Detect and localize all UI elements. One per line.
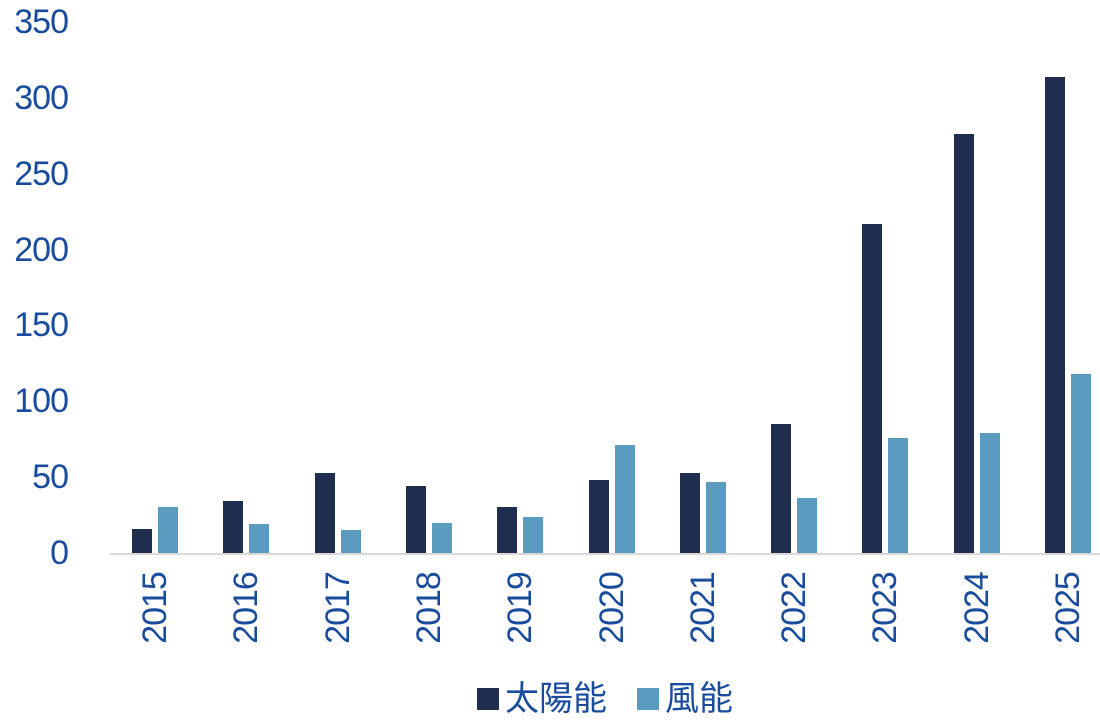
x-axis-label-2018: 2018 [409, 572, 448, 644]
x-axis-label-2024: 2024 [957, 572, 996, 644]
x-axis-label-2017: 2017 [318, 572, 357, 644]
legend: 太陽能 風能 [110, 678, 1100, 720]
legend-item-wind: 風能 [637, 680, 733, 718]
bar-wind-2018 [431, 523, 452, 553]
bar-solar-2018 [405, 486, 426, 553]
plot-area [110, 0, 1100, 553]
legend-label-wind: 風能 [665, 680, 733, 718]
y-tick-label: 50 [32, 458, 69, 497]
bar-wind-2015 [158, 507, 178, 553]
legend-item-solar: 太陽能 [477, 680, 607, 718]
bar-solar-2020 [588, 480, 609, 553]
bar-solar-2024 [953, 134, 974, 553]
bar-wind-2016 [249, 524, 270, 553]
x-axis-label-2022: 2022 [775, 572, 814, 644]
bar-wind-2021 [705, 482, 726, 553]
bar-wind-2020 [614, 445, 635, 553]
x-axis-label-2021: 2021 [683, 572, 722, 644]
bar-solar-2016 [223, 501, 244, 553]
bar-solar-2017 [314, 473, 335, 553]
x-axis-baseline [110, 553, 1100, 555]
y-tick-label: 300 [14, 78, 69, 117]
y-axis: 0 50 100 150 200 250 300 350 [0, 0, 69, 724]
bar-solar-2021 [679, 473, 700, 553]
legend-label-solar: 太陽能 [505, 680, 607, 718]
x-axis-label-2020: 2020 [592, 572, 631, 644]
bar-solar-2025 [1045, 77, 1065, 553]
bar-wind-2025 [1071, 374, 1091, 553]
x-axis-label-2016: 2016 [227, 572, 266, 644]
y-tick-label: 350 [14, 3, 69, 41]
y-tick-label: 250 [14, 154, 69, 193]
bar-solar-2019 [497, 507, 518, 553]
bar-wind-2019 [523, 517, 544, 553]
y-tick-label: 150 [14, 306, 69, 345]
x-axis-label-2019: 2019 [501, 572, 540, 644]
bar-wind-2024 [979, 433, 1000, 553]
bar-wind-2022 [797, 498, 818, 553]
y-tick-label: 200 [14, 230, 69, 269]
x-axis-label-2023: 2023 [866, 572, 905, 644]
bar-solar-2022 [771, 424, 792, 553]
y-tick-label: 0 [50, 534, 69, 572]
x-axis-label-2015: 2015 [136, 572, 174, 644]
bar-solar-2023 [862, 224, 883, 553]
x-axis-label-2025: 2025 [1049, 572, 1087, 644]
bar-wind-2023 [888, 438, 909, 553]
bar-solar-2015 [132, 529, 152, 553]
y-tick-label: 100 [14, 382, 69, 421]
legend-marker-wind [637, 688, 659, 710]
bar-wind-2017 [340, 530, 361, 553]
legend-marker-solar [477, 688, 499, 710]
